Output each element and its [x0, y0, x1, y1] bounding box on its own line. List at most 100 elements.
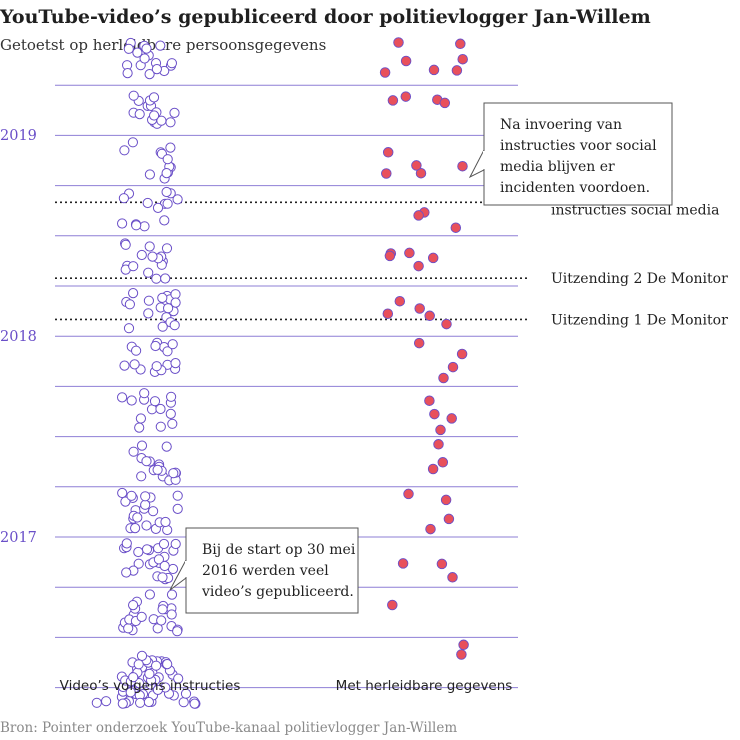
identifiable-video-point: [438, 372, 449, 384]
instruction-video-point: [155, 403, 166, 415]
instruction-video-point: [166, 589, 178, 600]
instruction-video-point: [156, 615, 167, 626]
instruction-video-point: [149, 110, 160, 121]
identifiable-video-point: [457, 160, 468, 172]
event-label: instructies social media: [551, 202, 719, 218]
callout-text: media blijven er: [500, 159, 615, 175]
identifiable-video-point: [414, 303, 425, 314]
instruction-video-point: [117, 487, 128, 499]
instruction-video-point: [128, 288, 139, 299]
instruction-video-point: [127, 137, 138, 148]
callout-after-instructions: Na invoering van instructies voor social m…: [468, 102, 673, 206]
instruction-video-point: [172, 490, 183, 501]
instruction-video-point: [157, 321, 168, 332]
instruction-video-point: [162, 346, 173, 357]
identifiable-video-point: [456, 649, 467, 660]
instruction-video-point: [141, 520, 152, 531]
identifiable-video-point: [427, 463, 439, 475]
identifiable-video-point: [457, 53, 468, 65]
instruction-video-point: [162, 154, 173, 165]
instruction-video-point: [152, 202, 164, 213]
instruction-video-point: [144, 241, 155, 252]
callout-text: Na invoering van: [500, 117, 622, 133]
instruction-video-point: [152, 684, 163, 696]
identifiable-video-point: [393, 37, 404, 48]
instruction-video-point: [162, 198, 173, 209]
instruction-video-point: [132, 512, 143, 523]
callout-text: 2016 werden veel: [202, 563, 329, 579]
instruction-video-point: [139, 388, 150, 399]
chart-title: YouTube-video’s gepubliceerd door politi…: [0, 6, 651, 28]
instruction-video-point: [165, 117, 176, 128]
instruction-video-point: [139, 221, 150, 232]
instruction-video-point: [123, 323, 135, 334]
instruction-video-point: [143, 295, 154, 306]
identifiable-video-point: [441, 318, 452, 330]
instruction-video-point: [170, 297, 181, 308]
callouts: Na invoering van instructies voor social m…: [169, 102, 673, 614]
year-labels: 2017 2018 2019: [0, 128, 37, 546]
instruction-video-point: [166, 391, 177, 402]
instruction-video-point: [131, 345, 142, 356]
identifiable-video-point: [429, 408, 440, 420]
instruction-video-point: [128, 261, 139, 272]
instruction-video-point: [166, 609, 177, 620]
event-label: Uitzending 1 De Monitor: [551, 312, 728, 328]
instruction-video-point: [136, 471, 147, 482]
instruction-video-point: [178, 697, 189, 708]
instruction-video-point: [161, 441, 172, 452]
identifiable-video-point: [439, 97, 451, 109]
instruction-video-point: [128, 672, 139, 683]
instruction-video-point: [143, 308, 154, 319]
year-tick-label: 2017: [0, 530, 37, 546]
instruction-video-point: [143, 696, 154, 708]
identifiable-video-point: [424, 395, 435, 406]
identifiable-video-point: [451, 65, 463, 76]
instruction-video-point: [135, 413, 146, 424]
instruction-video-point: [126, 395, 137, 406]
identifiable-video-point: [400, 55, 412, 67]
instruction-video-point: [136, 440, 148, 451]
identifiable-video-point: [447, 572, 458, 583]
instruction-video-point: [172, 503, 183, 514]
instruction-video-point: [159, 215, 170, 226]
identifiable-video-point: [427, 252, 439, 264]
instruction-video-point: [122, 68, 133, 79]
instruction-video-point: [117, 698, 128, 709]
instruction-video-point: [128, 446, 139, 457]
instruction-video-point: [140, 491, 151, 502]
instruction-video-point: [136, 249, 147, 261]
identifiable-video-point: [411, 160, 422, 171]
callout-text: video’s gepubliceerd.: [201, 584, 354, 600]
instruction-video-point: [180, 688, 192, 699]
identifiable-video-point: [404, 247, 415, 259]
instruction-video-point: [130, 523, 141, 534]
instruction-video-point: [153, 554, 164, 565]
callout-pointer: [468, 149, 485, 179]
instruction-video-point: [141, 456, 152, 467]
identifiable-video-point: [403, 488, 414, 500]
identifiable-video-point: [400, 91, 412, 102]
identifiable-video-point: [382, 147, 394, 158]
instruction-video-point: [147, 251, 158, 262]
instruction-video-point: [157, 572, 168, 583]
instruction-video-point: [151, 361, 162, 372]
instruction-video-point: [125, 687, 136, 698]
identifiable-video-point: [413, 260, 424, 272]
identifiable-video-point: [397, 558, 409, 569]
event-label: Uitzending 2 De Monitor: [551, 271, 728, 287]
instruction-video-point: [144, 169, 155, 180]
identifiable-video-point: [387, 599, 398, 611]
instruction-video-point: [135, 697, 146, 708]
instruction-video-point: [152, 464, 163, 475]
instruction-video-point: [144, 69, 155, 80]
identifiable-video-point: [387, 95, 399, 106]
identifiable-video-point: [435, 424, 446, 436]
instruction-video-point: [169, 320, 180, 331]
instruction-video-point: [101, 696, 112, 707]
instruction-video-point: [150, 340, 161, 352]
callout-text: Bij de start op 30 mei: [202, 542, 356, 558]
instruction-video-point: [139, 53, 150, 64]
instruction-video-point: [134, 109, 145, 120]
instruction-video-point: [124, 299, 135, 310]
